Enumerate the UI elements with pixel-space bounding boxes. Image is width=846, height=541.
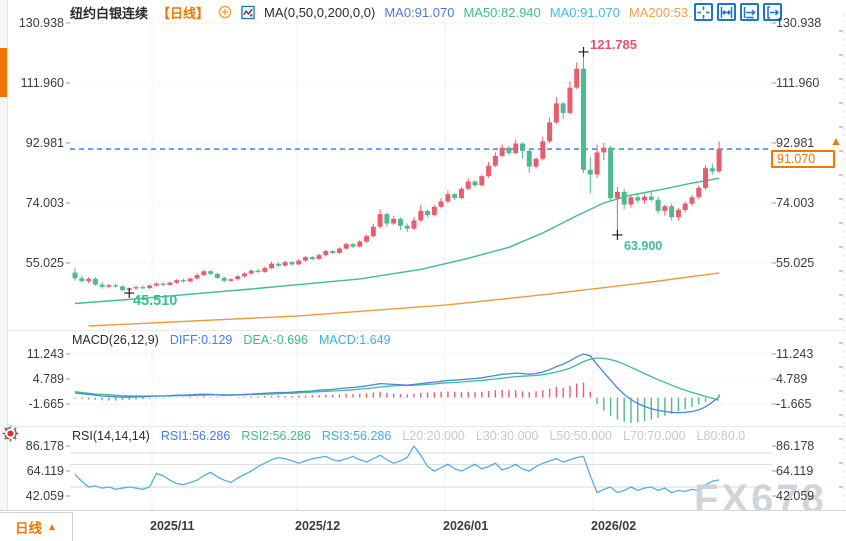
ma-formula: MA(0,50,0,200,0,0) [264,4,376,20]
high-price-annotation: 121.785 [590,37,637,52]
macd-label: MACD(26,12,9) [72,333,159,347]
ma200-value: MA200:53. [628,4,692,20]
axis-label: -1.665 [776,397,812,411]
macd-header: MACD(26,12,9) DIFF:0.129 DEA:-0.696 MACD… [72,333,391,347]
fit-range-icon[interactable] [717,3,736,21]
symbol-name: 纽约白银连续 [70,5,149,21]
time-axis-strip [0,510,846,541]
axis-label: 130.938 [18,16,64,30]
axis-label: 64.119 [26,464,64,478]
period-label: 【日线】 [157,5,210,21]
crosshair-icon[interactable] [694,3,713,21]
rsi-l50: L50:50.000 [549,429,613,443]
nov-low-annotation: 45.510 [133,293,178,309]
axis-label: 11.243 [26,347,64,361]
separator-rsi [8,426,846,427]
rsi2-value: RSI2:56.286 [241,429,311,443]
macd-macd-value: MACD:1.649 [319,333,391,347]
x-axis-label: 2026/01 [443,519,489,533]
rsi-l20: L20:20.000 [402,429,465,443]
hot-icon[interactable] [2,425,19,442]
ma50-value: MA50:82.940 [463,4,541,20]
chart-header: 纽约白银连续 【日线】 MA(0,50,0,200,0,0) MA0:91.07… [70,3,692,21]
chevron-up-icon: ▲ [47,521,57,533]
left-scrollbar[interactable] [0,0,8,513]
axis-label: 42.059 [776,489,815,503]
ma0-value: MA0:91.070 [384,4,455,20]
axis-label: 92.981 [776,136,815,150]
axis-label: 4.789 [32,372,64,386]
hot-icon-glyph [2,425,19,442]
axis-label: 55.025 [776,256,815,270]
axis-label: 86.178 [776,439,815,453]
rsi-header: RSI(14,14,14) RSI1:56.286 RSI2:56.286 RS… [72,429,745,443]
axis-label: 111.960 [20,76,64,90]
expand-range-icon[interactable] [740,3,759,21]
x-axis-label: 2025/11 [150,519,195,533]
ma0-value-2: MA0:91.070 [549,4,620,20]
axis-label: 11.243 [776,347,814,361]
axis-label: -1.665 [28,397,64,411]
scrollbar-thumb[interactable] [0,48,7,97]
macd-dea-value: DEA:-0.696 [243,333,308,347]
timeframe-tab[interactable]: 日线 ▲ [0,512,73,541]
axis-label: 74.003 [776,196,815,210]
axis-label: 55.025 [25,256,64,270]
rsi-l80: L80:80.0 [696,429,746,443]
axis-label: 92.981 [25,136,64,150]
indicator-settings-icon[interactable] [241,5,255,19]
rsi-l30: L30:30.000 [475,429,539,443]
separator-macd [8,330,846,331]
rsi1-value: RSI1:56.286 [160,429,231,443]
axis-label: 64.119 [776,464,814,478]
macd-diff-value: DIFF:0.129 [169,333,233,347]
x-axis-label: 2025/12 [295,519,341,533]
pan-latest-icon[interactable] [763,3,782,21]
axis-label: 74.003 [25,196,64,210]
price-up-arrow-icon: ▲ [830,134,842,148]
timeframe-label: 日线 [15,521,43,536]
add-compare-icon[interactable] [218,5,232,19]
axis-label: 42.059 [25,489,64,503]
rsi3-value: RSI3:56.286 [321,429,392,443]
axis-label: 86.178 [25,439,64,453]
x-axis-label: 2026/02 [591,519,637,533]
axis-label: 4.789 [776,372,808,386]
chart-toolbar [694,3,782,21]
rsi-l70: L70:70.000 [623,429,686,443]
last-price-tag: 91.070 [771,150,835,168]
rsi-label: RSI(14,14,14) [72,429,150,443]
axis-label: 111.960 [776,76,820,90]
low-price-annotation: 63.900 [624,239,663,253]
axis-label: 130.938 [776,16,822,30]
